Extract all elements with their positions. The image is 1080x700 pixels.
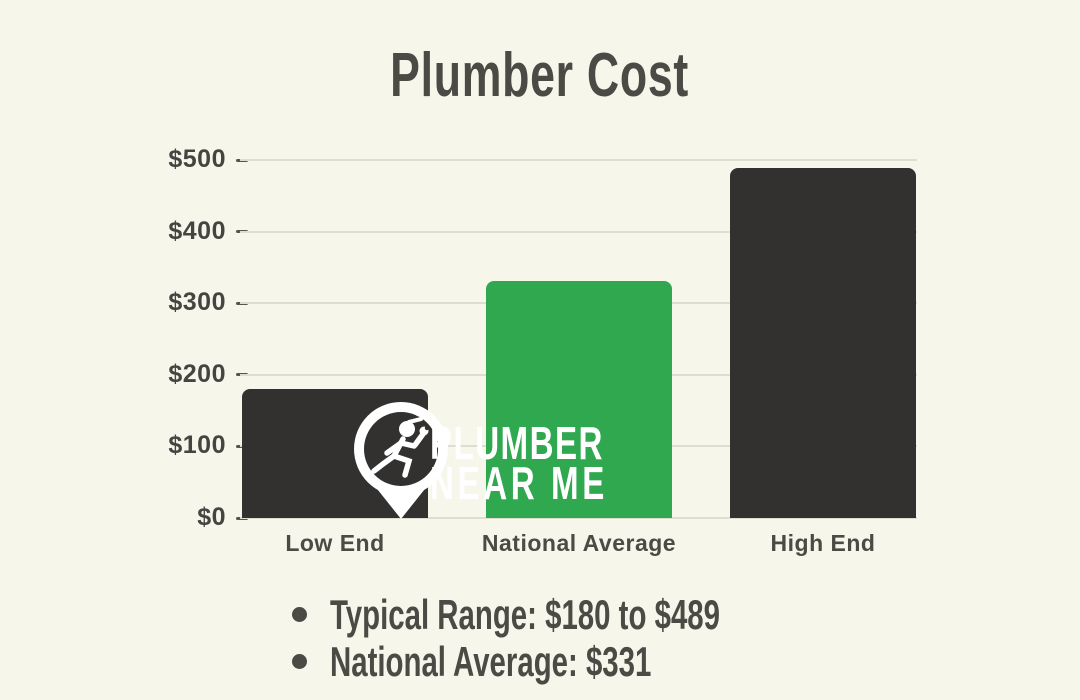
y-axis-tick-label: $100 <box>168 431 226 460</box>
note-typical-range: Typical Range: $180 to $489 <box>292 591 887 638</box>
watermark-line2: NEAR ME <box>430 457 608 509</box>
y-axis-tick-label: $200 <box>168 359 226 388</box>
note-text: Typical Range: $180 to $489 <box>330 590 720 638</box>
chart-title-text: Plumber Cost <box>390 41 690 110</box>
bullet-icon <box>292 654 307 669</box>
gridline <box>240 230 917 233</box>
bullet-icon <box>292 607 307 622</box>
x-axis-category-label: National Average <box>481 530 677 556</box>
bar-high-end <box>730 167 916 518</box>
running-plumber-pin-icon <box>354 402 448 519</box>
chart-title: Plumber Cost <box>0 40 1080 111</box>
gridline <box>240 517 917 519</box>
note-national-average: National Average: $331 <box>292 638 887 685</box>
y-axis-tick-label: $500 <box>168 145 226 173</box>
x-axis-category-label: High End <box>770 530 876 556</box>
x-axis-category-label: Low End <box>285 530 385 556</box>
y-axis-tick-label: $0 <box>197 503 226 531</box>
watermark-line1: PLUMBER <box>430 417 604 469</box>
brand-watermark: PLUMBER NEAR ME <box>343 401 604 521</box>
note-text: National Average: $331 <box>330 637 652 685</box>
bar-national-average <box>486 281 672 518</box>
y-axis-tick-label: $400 <box>168 216 226 245</box>
summary-notes: Typical Range: $180 to $489 National Ave… <box>292 591 887 685</box>
watermark-text: PLUMBER NEAR ME <box>430 417 608 509</box>
y-axis-tick-label: $300 <box>168 288 226 317</box>
gridline <box>240 159 917 161</box>
